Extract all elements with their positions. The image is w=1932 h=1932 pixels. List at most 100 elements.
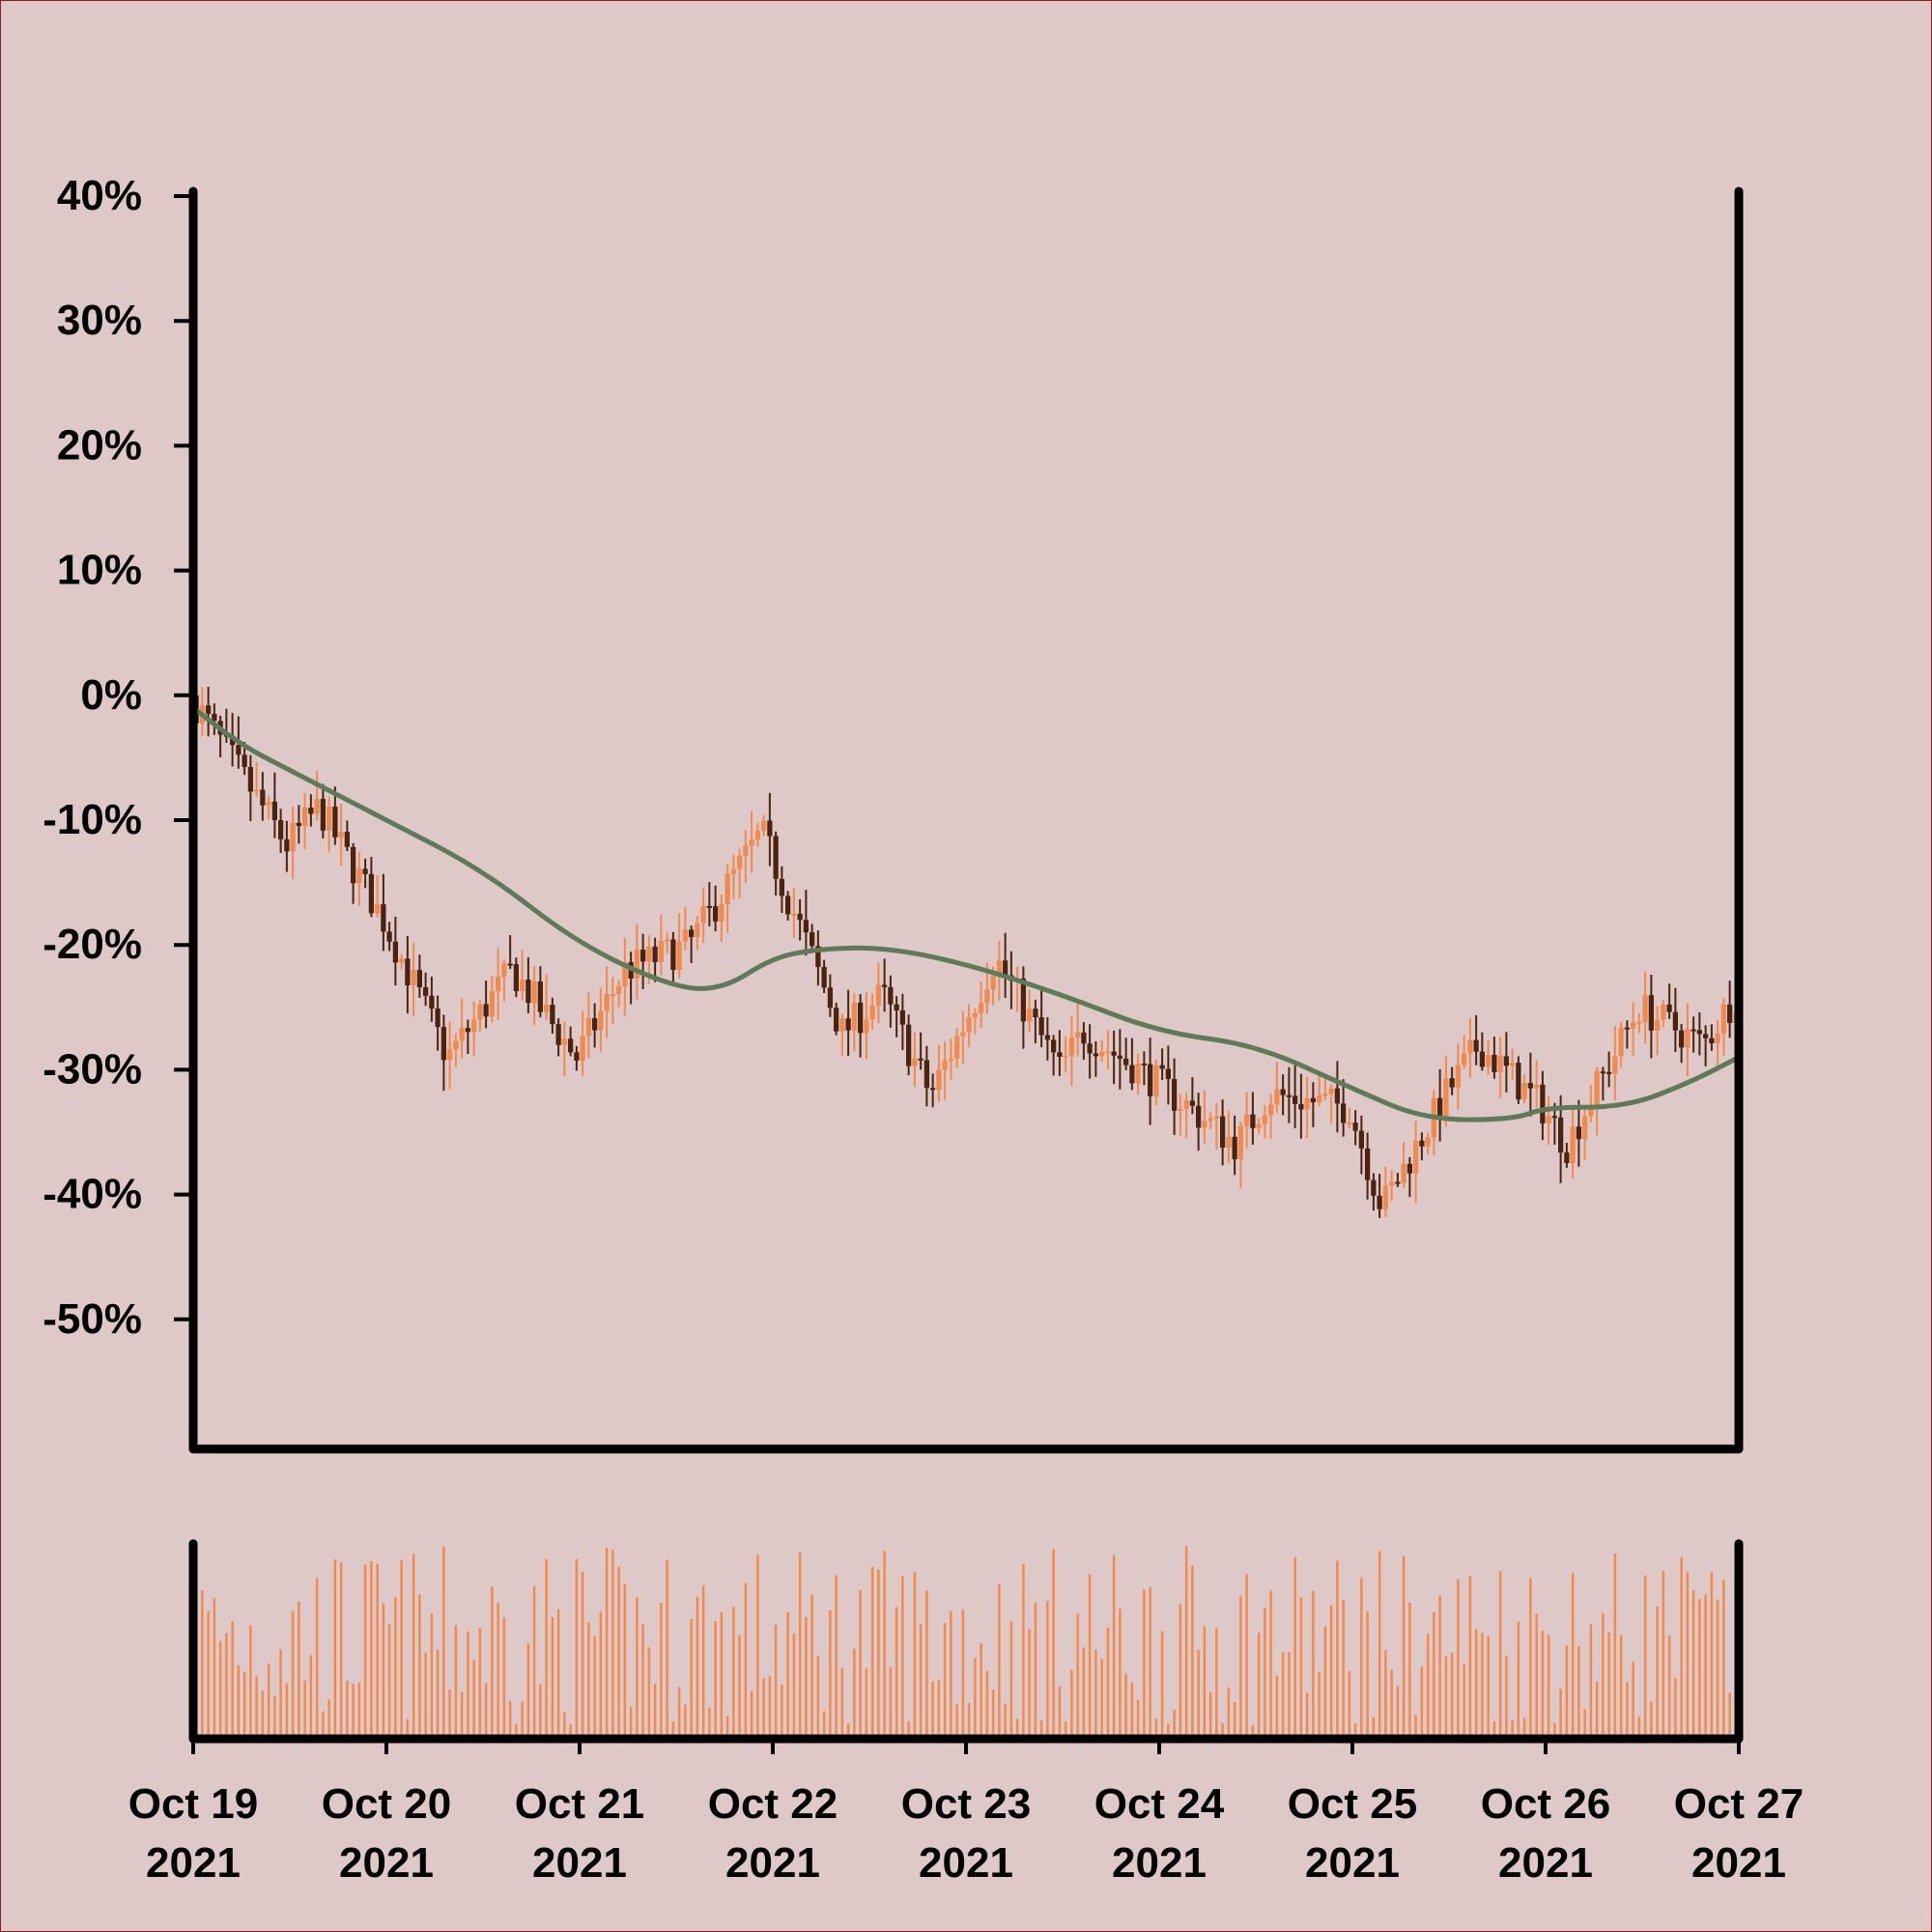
volume-bar: [1433, 1612, 1435, 1735]
volume-bar: [998, 1584, 1001, 1735]
volume-bar: [1257, 1633, 1261, 1735]
volume-bar: [303, 1680, 306, 1735]
candle-body: [869, 1006, 875, 1020]
candle-body: [489, 991, 495, 1017]
volume-bar: [309, 1655, 313, 1735]
candle-body: [1377, 1195, 1382, 1209]
candle-body: [1093, 1053, 1098, 1057]
candle-body: [1437, 1097, 1443, 1120]
candle-body: [845, 1018, 851, 1031]
volume-bar: [1233, 1702, 1236, 1735]
candle-body: [1685, 1029, 1690, 1048]
x-tick-label-day: Oct 25: [1288, 1780, 1418, 1828]
volume-bar: [508, 1700, 512, 1735]
candle-body: [501, 963, 507, 978]
x-tick-label-day: Oct 27: [1674, 1780, 1804, 1828]
candle-body: [206, 705, 212, 714]
x-tick-label-year: 2021: [1305, 1839, 1400, 1887]
volume-bar: [714, 1620, 717, 1735]
candle-body: [960, 1032, 966, 1037]
candle-body: [459, 1028, 465, 1041]
volume-bar: [955, 1704, 958, 1735]
volume-bar: [653, 1684, 657, 1735]
candle-body: [381, 904, 386, 932]
volume-bar: [980, 1643, 982, 1735]
volume-bar: [1619, 1634, 1623, 1735]
candle-body: [1232, 1136, 1237, 1160]
volume-bar: [1130, 1682, 1134, 1735]
volume-bar: [937, 1679, 941, 1735]
volume-bar: [1589, 1624, 1593, 1735]
volume-bar: [738, 1634, 741, 1735]
candle-body: [888, 986, 894, 1005]
volume-bar: [1704, 1594, 1707, 1735]
candle-body: [610, 994, 615, 997]
candle-body: [1661, 1004, 1666, 1020]
volume-bar: [430, 1613, 434, 1735]
candle-body: [483, 1004, 489, 1017]
candle-body: [592, 1017, 598, 1031]
volume-bar: [671, 1721, 675, 1735]
volume-bar: [1197, 1649, 1200, 1735]
volume-bar: [701, 1585, 705, 1735]
candle-body: [1226, 1136, 1232, 1149]
volume-bar: [943, 1623, 947, 1735]
volume-bar: [696, 1597, 699, 1735]
volume-bar: [1064, 1720, 1067, 1735]
candle-body: [1666, 1004, 1672, 1012]
volume-bar: [1184, 1546, 1188, 1735]
candle-body: [1467, 1039, 1473, 1054]
y-tick-label: 0%: [80, 671, 142, 719]
volume-bar: [774, 1625, 778, 1735]
candle-body: [1551, 1116, 1557, 1119]
candle-body: [923, 1060, 929, 1089]
volume-bar: [1626, 1682, 1629, 1735]
volume-bar: [1227, 1687, 1231, 1735]
candle-body: [471, 1019, 477, 1033]
candle-body: [616, 985, 622, 995]
candle-body: [810, 932, 815, 947]
volume-bar: [448, 1690, 451, 1735]
volume-bar: [1553, 1722, 1556, 1735]
volume-bar: [907, 1720, 910, 1735]
volume-bar: [231, 1621, 234, 1735]
candle-body: [1123, 1058, 1129, 1065]
x-tick-label-day: Oct 26: [1481, 1780, 1611, 1828]
volume-bar: [1656, 1606, 1659, 1735]
volume-bar: [1058, 1686, 1062, 1735]
volume-bar: [1698, 1599, 1701, 1735]
candle-body: [730, 868, 736, 874]
candle-body: [1618, 1027, 1624, 1057]
candle-body: [338, 832, 344, 838]
volume-bar: [1004, 1703, 1007, 1735]
candle-body: [1582, 1116, 1588, 1140]
volume-bar: [242, 1671, 246, 1735]
volume-bar: [1607, 1632, 1610, 1735]
candle-body: [634, 950, 639, 979]
volume-bar: [1119, 1608, 1122, 1735]
volume-bar: [394, 1597, 397, 1735]
candle-body: [1720, 1004, 1726, 1034]
candle-body: [979, 1003, 984, 1013]
volume-bar: [1716, 1599, 1719, 1735]
candle-body: [1425, 1137, 1431, 1147]
candle-body: [851, 1002, 857, 1031]
volume-bar: [859, 1589, 862, 1735]
candle-body: [1636, 1021, 1642, 1024]
candle-body: [332, 807, 338, 838]
volume-bar: [677, 1687, 681, 1735]
volume-bar: [1173, 1709, 1176, 1735]
volume-bar: [605, 1548, 609, 1735]
candle-body: [1129, 1065, 1135, 1084]
volume-bar: [1378, 1550, 1381, 1735]
candle-body: [574, 1052, 580, 1061]
candle-body: [1099, 1051, 1105, 1057]
candle-body: [580, 1036, 585, 1061]
y-tick-label: -40%: [43, 1171, 142, 1218]
volume-bar: [1299, 1597, 1303, 1735]
candle-body: [1020, 978, 1026, 1022]
x-tick-label-year: 2021: [532, 1839, 627, 1887]
candle-body: [386, 931, 392, 942]
candle-body: [526, 980, 531, 1004]
candle-body: [1183, 1100, 1189, 1109]
